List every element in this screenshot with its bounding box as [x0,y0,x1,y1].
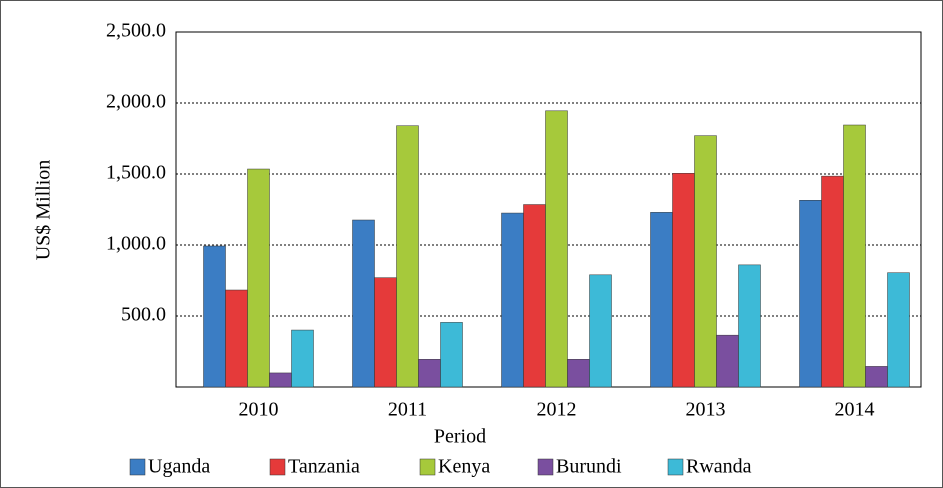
bar [799,200,822,388]
bar [501,212,524,388]
x-tick-label: 2010 [239,399,279,421]
legend-label: Tanzania [288,456,360,478]
legend-label: Rwanda [686,456,752,478]
bar [650,212,673,388]
bar [352,219,375,388]
bar [269,372,292,388]
y-tick-label: 2,000.0 [106,91,166,113]
legend-label: Uganda [148,456,210,478]
x-tick-label: 2011 [388,399,427,421]
x-tick-label: 2013 [686,399,726,421]
y-tick-label: 500.0 [121,304,166,326]
bar [440,322,463,388]
bar [545,110,568,388]
bar [523,204,546,388]
legend-swatch [419,458,436,476]
bar [843,124,866,388]
legend-label: Kenya [438,456,490,478]
bar [672,173,695,388]
bar [396,125,419,388]
bar [247,168,270,388]
y-axis-label: US$ Million [33,160,55,261]
bar [203,245,226,388]
bar [865,366,888,388]
x-tick-label: 2012 [537,399,577,421]
bar [291,329,314,388]
bar [694,135,717,388]
legend-swatch [667,458,684,476]
x-axis-label: Period [434,426,486,448]
bar [567,359,590,388]
bar [589,274,612,388]
y-tick-label: 1,000.0 [106,233,166,255]
bar [821,175,844,388]
legend-label: Burundi [556,456,622,478]
bar [716,334,739,388]
bar [418,359,441,388]
bar [225,289,248,388]
bar [887,272,910,388]
bar [374,277,397,388]
bar [738,264,761,388]
y-tick-label: 2,500.0 [106,20,166,42]
legend-swatch [129,458,146,476]
y-tick-label: 1,500.0 [106,162,166,184]
x-tick-label: 2014 [835,399,875,421]
legend-swatch [269,458,286,476]
legend-swatch [537,458,554,476]
